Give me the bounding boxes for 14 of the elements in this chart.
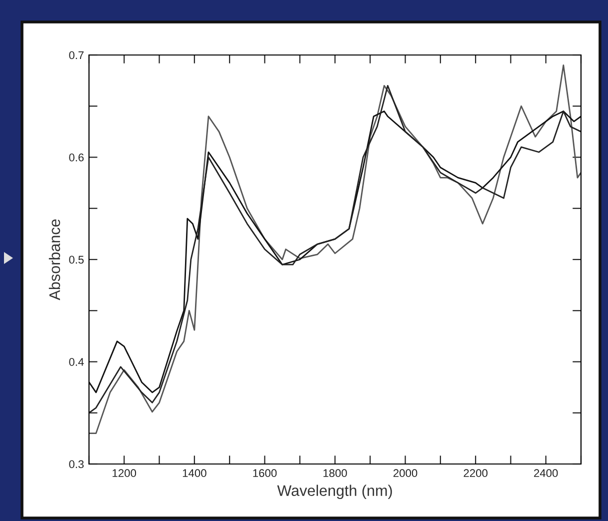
y-tick-label: 0.4: [69, 358, 84, 366]
y-tick-label: 0.6: [69, 154, 84, 162]
y-tick-label: 0.7: [69, 51, 84, 60]
x-tick-label: 1200: [112, 469, 136, 478]
x-tick-label: 2000: [393, 469, 418, 478]
x-axis-title: Wavelength (nm): [277, 484, 392, 500]
x-tick-label: 1400: [182, 469, 206, 478]
x-tick-label: 1600: [253, 469, 277, 478]
x-tick-label: 2400: [534, 469, 558, 478]
x-tick-label: 2200: [464, 469, 488, 478]
y-tick-label: 0.5: [69, 256, 84, 264]
x-tick-label: 1800: [323, 469, 347, 478]
y-tick-label: 0.3: [69, 460, 84, 468]
y-axis-title: Absorbance: [48, 219, 60, 300]
